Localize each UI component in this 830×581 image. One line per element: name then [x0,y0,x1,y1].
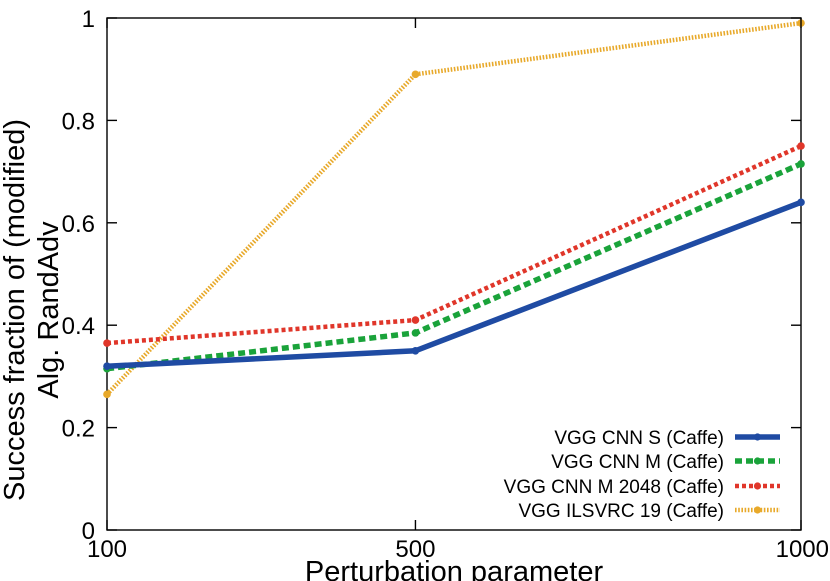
series-3-point [103,339,111,347]
series-line-4 [105,20,802,396]
legend-label-1: VGG CNN S (Caffe) [554,428,724,449]
series-4-point [411,70,420,79]
legend-marker-3 [753,482,762,490]
legend-marker-4 [753,506,762,514]
plot-area-frame [106,17,802,531]
legend-label-3: VGG CNN M 2048 (Caffe) [504,477,724,498]
series-1-point [103,362,111,370]
y-tick-label: 0.2 [62,416,95,443]
y-tick-label: 0.8 [62,108,95,135]
y-tick-label: 0.6 [62,211,95,238]
y-tick-label: 1 [82,6,95,33]
y-axis-title-line-2: Alg. RandAdv [33,221,65,399]
series-1-point [411,347,420,355]
legend-marker-1 [753,433,762,441]
y-tick-label: 0.4 [62,313,95,340]
y-axis-title-line-1: Success fraction of (modified) [0,119,31,501]
series-1-point [797,198,805,207]
legend-label-4: VGG ILSVRC 19 (Caffe) [518,501,724,522]
series-3-point [411,316,420,324]
y-tick-label: 0 [82,518,95,545]
series-4-point [103,390,111,399]
x-tick-label: 500 [395,536,435,563]
legend-label-2: VGG CNN M (Caffe) [551,452,724,473]
series-3-point [797,142,805,150]
x-tick-label: 100 [87,536,127,563]
x-axis-title: Perturbation parameter [305,556,604,581]
x-tick-label: 1000 [776,536,829,563]
series-2-point [411,329,420,337]
legend-marker-2 [753,457,762,465]
series-2-point [797,160,805,168]
